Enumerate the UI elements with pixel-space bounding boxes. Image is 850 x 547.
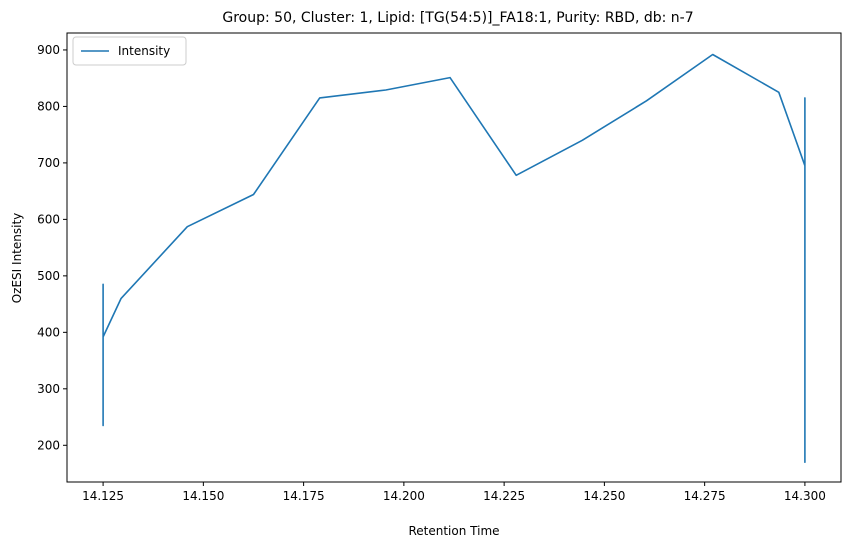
x-tick-label: 14.175 [283, 489, 325, 503]
y-tick-label: 800 [37, 99, 60, 113]
x-tick-label: 14.250 [583, 489, 625, 503]
legend-frame [72, 36, 187, 66]
y-tick-label: 700 [37, 156, 60, 170]
x-tick-label: 14.125 [82, 489, 124, 503]
y-tick-label: 300 [37, 382, 60, 396]
y-tick-label: 200 [37, 438, 60, 452]
y-tick-label: 600 [37, 212, 60, 226]
y-tick-label: 500 [37, 269, 60, 283]
axes-frame [66, 32, 842, 483]
x-tick-label: 14.225 [483, 489, 525, 503]
x-axis-label: Retention Time [408, 524, 499, 538]
x-tick-label: 14.200 [383, 489, 425, 503]
y-tick-label: 400 [37, 325, 60, 339]
x-tick-label: 14.300 [784, 489, 826, 503]
chart-title: Group: 50, Cluster: 1, Lipid: [TG(54:5)]… [222, 10, 693, 26]
legend-label: Intensity [118, 44, 170, 58]
legend: Intensity [72, 36, 187, 66]
plot-area [66, 32, 842, 483]
y-tick-label: 900 [37, 43, 60, 57]
series-line-0 [102, 53, 806, 464]
y-axis-label: OzESI Intensity [10, 213, 24, 304]
x-tick-label: 14.150 [182, 489, 224, 503]
x-tick-label: 14.275 [684, 489, 726, 503]
x-axis: 14.125 14.150 14.175 14.200 14.225 14.250 14.2… [82, 482, 826, 503]
y-axis: 200 300 400 500 600 700 800 900 [37, 43, 67, 452]
